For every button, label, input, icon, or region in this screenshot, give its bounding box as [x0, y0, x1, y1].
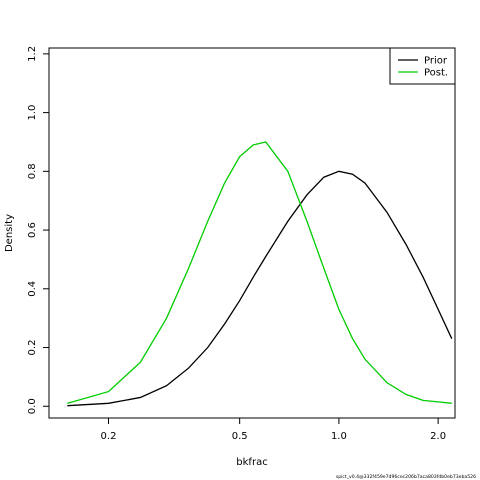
data-point-post-0 — [67, 403, 68, 404]
data-point-post-5 — [207, 221, 208, 222]
x-axis-label: bkfrac — [236, 457, 267, 468]
data-point-prior-18 — [422, 276, 423, 277]
data-point-prior-4 — [188, 367, 189, 368]
x-axis: 0.2 0.5 1.0 2.0 — [101, 418, 446, 442]
data-point-prior-16 — [386, 212, 387, 213]
data-point-prior-10 — [287, 221, 288, 222]
data-point-prior-6 — [224, 323, 225, 324]
data-point-prior-8 — [253, 276, 254, 277]
data-point-post-7 — [239, 156, 240, 157]
series-line-prior — [67, 170, 453, 407]
data-point-post-2 — [140, 362, 141, 363]
y-tick-label: 0.8 — [27, 163, 38, 179]
data-point-post-11 — [306, 221, 307, 222]
x-tick-label: 2.0 — [430, 431, 446, 442]
data-point-prior-15 — [364, 182, 365, 183]
y-tick-label: 0.4 — [27, 281, 38, 297]
data-point-prior-19 — [438, 309, 439, 310]
data-point-prior-5 — [207, 347, 208, 348]
x-tick-label: 0.2 — [101, 431, 117, 442]
data-point-post-10 — [287, 171, 288, 172]
data-point-prior-3 — [166, 385, 167, 386]
data-point-prior-7 — [239, 300, 240, 301]
data-point-prior-12 — [323, 177, 324, 178]
y-tick-label: 1.0 — [27, 105, 38, 121]
data-point-post-6 — [224, 182, 225, 183]
y-axis-label: Density — [4, 214, 15, 252]
series-group — [67, 141, 453, 407]
data-point-prior-13 — [338, 171, 339, 172]
data-point-post-12 — [323, 268, 324, 269]
data-point-post-20 — [451, 403, 452, 404]
data-point-post-9 — [265, 141, 266, 142]
y-tick-label: 0.2 — [27, 340, 38, 356]
data-point-prior-20 — [451, 338, 452, 339]
data-point-post-3 — [166, 318, 167, 319]
y-axis: 0.0 0.2 0.4 0.6 0.8 1.0 1.2 — [27, 46, 49, 414]
series-line-post — [67, 141, 452, 404]
data-point-post-16 — [386, 382, 387, 383]
data-point-post-4 — [188, 268, 189, 269]
data-point-post-14 — [352, 338, 353, 339]
data-point-post-18 — [422, 400, 423, 401]
data-point-post-17 — [406, 394, 407, 395]
data-point-prior-2 — [140, 397, 141, 398]
data-point-prior-0 — [67, 405, 68, 406]
data-point-post-13 — [338, 309, 339, 310]
legend-label-post: Post. — [424, 68, 448, 79]
data-point-post-1 — [108, 391, 109, 392]
legend-box — [389, 47, 456, 85]
data-point-prior-9 — [265, 256, 266, 257]
x-tick-label: 1.0 — [331, 431, 347, 442]
data-point-post-8 — [253, 144, 254, 145]
y-tick-label: 0.0 — [27, 398, 38, 414]
data-point-prior-17 — [406, 244, 407, 245]
legend-label-prior: Prior — [424, 56, 448, 67]
y-tick-label: 0.6 — [27, 222, 38, 238]
data-point-prior-14 — [352, 174, 353, 175]
y-tick-label: 1.2 — [27, 46, 38, 62]
data-point-prior-1 — [108, 403, 109, 404]
data-point-post-19 — [438, 401, 439, 402]
plot-frame — [48, 47, 456, 419]
version-footer: spict_v0.4@332f459e7d96cec206b7aca803fdb… — [336, 474, 476, 480]
data-point-prior-11 — [306, 194, 307, 195]
data-point-post-15 — [364, 359, 365, 360]
x-tick-label: 0.5 — [232, 431, 248, 442]
